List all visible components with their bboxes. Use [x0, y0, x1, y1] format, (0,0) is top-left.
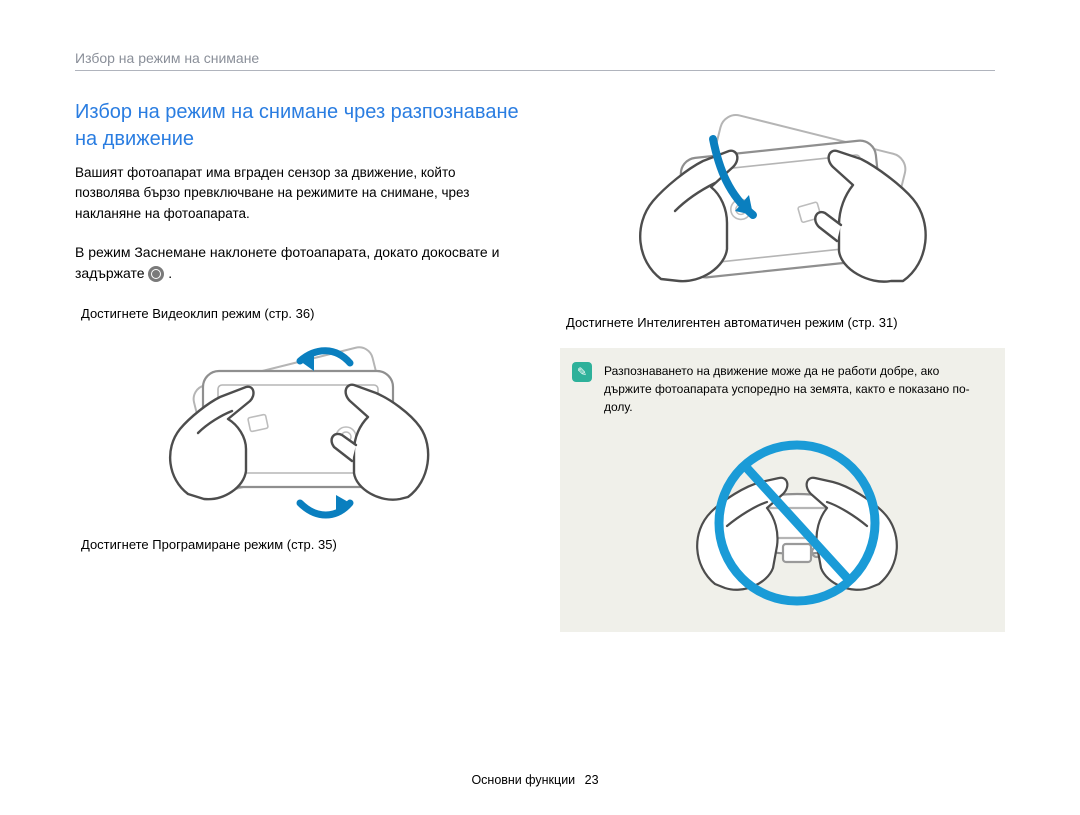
- caption-video: Достигнете Видеоклип режим (стр. 36): [81, 306, 520, 321]
- illustration-tilt-side: [560, 99, 1005, 309]
- footer-label: Основни функции: [471, 773, 575, 787]
- breadcrumb: Избор на режим на снимане: [75, 50, 259, 66]
- instruction-post: .: [168, 265, 172, 281]
- illustration-prohibited: [604, 428, 989, 618]
- notice-box: ✎ Разпознаването на движение може да не …: [560, 348, 1005, 632]
- page-header: Избор на режим на снимане: [75, 50, 995, 71]
- instruction-pre: В режим Заснемане наклонете фотоапарата,…: [75, 244, 499, 281]
- caption-auto: Достигнете Интелигентен автоматичен режи…: [566, 315, 1005, 330]
- section-title: Избор на режим на снимане чрез разпознав…: [75, 99, 520, 153]
- mode-button-icon: [148, 266, 164, 282]
- content-columns: Избор на режим на снимане чрез разпознав…: [75, 99, 1005, 632]
- right-column: Достигнете Интелигентен автоматичен режи…: [560, 99, 1005, 632]
- page-footer: Основни функции 23: [75, 773, 995, 787]
- instruction-text: В режим Заснемане наклонете фотоапарата,…: [75, 242, 520, 284]
- caption-program: Достигнете Програмиране режим (стр. 35): [81, 537, 520, 552]
- left-column: Избор на режим на снимане чрез разпознав…: [75, 99, 520, 632]
- page-number: 23: [585, 773, 599, 787]
- notice-text: Разпознаването на движение може да не ра…: [604, 364, 970, 414]
- note-icon: ✎: [572, 362, 592, 382]
- intro-text: Вашият фотоапарат има вграден сензор за …: [75, 163, 520, 224]
- illustration-tilt-vertical: [75, 329, 520, 529]
